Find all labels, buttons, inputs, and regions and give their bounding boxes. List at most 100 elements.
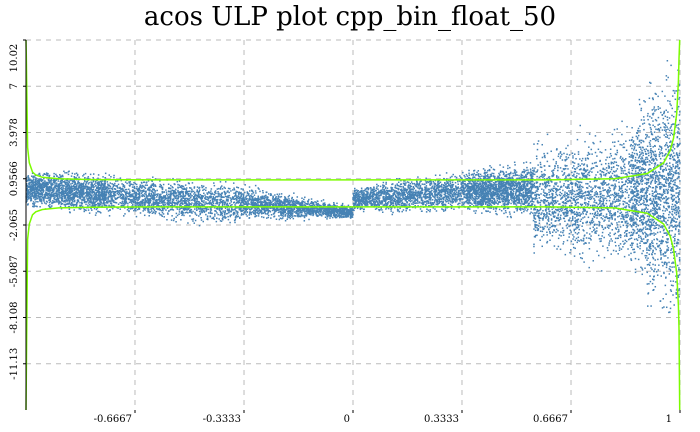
ulp-point <box>177 200 180 202</box>
ulp-point <box>173 195 176 198</box>
ulp-point <box>241 193 244 195</box>
ulp-point <box>108 204 110 207</box>
ulp-point <box>196 209 198 211</box>
ulp-point <box>323 212 325 215</box>
ulp-point <box>176 201 178 203</box>
ulp-point <box>89 189 91 192</box>
ulp-point <box>81 202 83 205</box>
ulp-point <box>45 197 47 199</box>
ulp-point <box>192 218 195 220</box>
ulp-point <box>72 185 74 188</box>
ulp-point <box>123 204 126 206</box>
ulp-point <box>59 201 62 203</box>
ulp-point <box>136 193 138 195</box>
ulp-point <box>254 207 256 209</box>
ulp-point <box>53 180 56 182</box>
ulp-point <box>348 213 351 216</box>
ulp-point <box>416 182 418 184</box>
ulp-point <box>198 195 201 198</box>
ulp-point <box>205 187 207 189</box>
ulp-point <box>101 189 103 191</box>
ulp-point <box>256 204 259 206</box>
ulp-point <box>335 207 337 210</box>
ulp-point <box>345 210 348 213</box>
ulp-point <box>339 207 341 209</box>
ulp-point <box>414 197 417 200</box>
ulp-point <box>116 192 119 195</box>
ulp-point <box>169 198 172 201</box>
ulp-point <box>254 210 257 212</box>
ulp-point <box>286 212 288 215</box>
ulp-point <box>116 189 119 192</box>
ulp-point <box>224 215 226 218</box>
ulp-point <box>43 197 45 199</box>
ulp-point <box>191 194 193 197</box>
ulp-point <box>347 208 350 211</box>
ulp-point <box>333 201 335 204</box>
ulp-point <box>66 198 68 201</box>
ulp-point <box>290 200 293 202</box>
ulp-point <box>282 217 284 219</box>
ulp-point <box>55 182 58 184</box>
ulp-point <box>120 197 122 199</box>
ulp-point <box>192 190 195 193</box>
ulp-point <box>189 209 192 211</box>
ulp-point <box>238 207 240 209</box>
ulp-point <box>234 198 237 200</box>
ulp-point <box>174 197 177 200</box>
ulp-point <box>187 200 189 203</box>
ulp-point <box>66 189 68 191</box>
ulp-point <box>436 199 439 202</box>
ulp-point <box>142 190 144 193</box>
ulp-point <box>307 211 310 213</box>
ulp-point <box>304 205 307 207</box>
ulp-point <box>165 197 168 200</box>
ulp-point <box>105 197 107 200</box>
ulp-point <box>117 187 119 189</box>
ulp-point <box>191 218 193 221</box>
ulp-point <box>67 171 70 173</box>
ulp-point <box>184 201 186 204</box>
ulp-point <box>184 198 187 200</box>
ulp-point <box>103 203 106 205</box>
ulp-point <box>106 186 108 189</box>
ulp-point <box>148 203 150 206</box>
ulp-point <box>159 202 161 204</box>
ulp-point <box>135 209 137 212</box>
ulp-point <box>35 193 38 195</box>
ulp-point <box>76 193 79 195</box>
ulp-point <box>147 189 149 191</box>
ulp-point <box>64 199 67 201</box>
ulp-point <box>140 203 142 206</box>
ulp-point <box>41 189 44 192</box>
ulp-point <box>30 185 33 188</box>
ulp-point <box>180 187 183 189</box>
ulp-point <box>186 197 188 200</box>
ulp-point <box>303 220 306 222</box>
ulp-point <box>253 203 256 206</box>
ulp-point <box>54 192 57 195</box>
ulp-point <box>61 193 63 196</box>
ulp-point <box>335 216 338 219</box>
ulp-point <box>338 212 341 214</box>
ulp-point <box>326 214 328 217</box>
ulp-point <box>65 182 67 184</box>
ulp-point <box>33 183 35 186</box>
ulp-point <box>70 198 72 201</box>
ulp-point <box>183 187 186 190</box>
ulp-point <box>61 200 64 202</box>
ulp-point <box>65 183 67 185</box>
ulp-point <box>275 200 278 203</box>
ulp-point <box>330 209 333 212</box>
ulp-point <box>122 196 124 198</box>
ulp-point <box>196 199 198 201</box>
ulp-point <box>50 193 53 196</box>
ulp-point <box>254 205 256 207</box>
ulp-point <box>191 199 193 202</box>
ulp-point <box>287 216 289 219</box>
ulp-point <box>36 187 38 189</box>
ulp-point <box>87 188 90 191</box>
ulp-point <box>156 189 158 192</box>
ulp-point <box>50 195 52 198</box>
ulp-point <box>40 190 42 192</box>
